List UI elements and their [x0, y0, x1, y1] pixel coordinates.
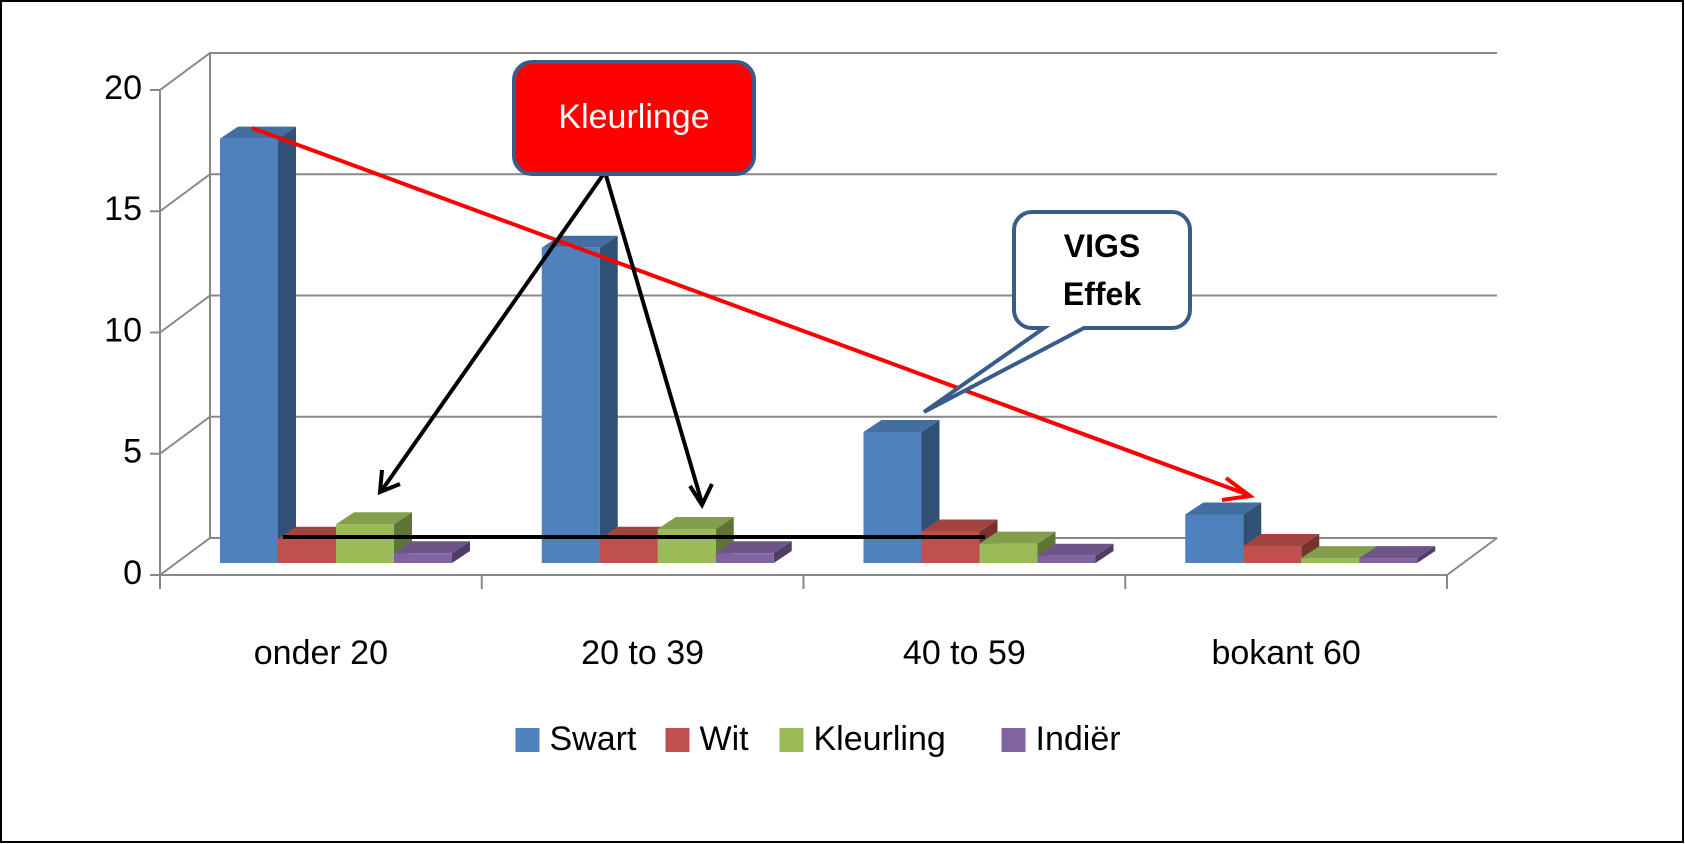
bubble-label: VIGS Effek	[1062, 228, 1142, 312]
bar-top	[1359, 546, 1436, 559]
bar-front	[1243, 546, 1302, 563]
bar-side	[599, 235, 618, 563]
callout-text: Kleurlinge	[558, 98, 709, 136]
bar-front	[979, 543, 1038, 563]
bar-front	[278, 538, 336, 563]
bar-side	[452, 541, 470, 563]
bar-front	[599, 538, 658, 563]
legend-swatch	[779, 728, 804, 752]
bar-front	[220, 138, 278, 563]
bar-top	[979, 531, 1056, 544]
pointer-arrow	[380, 170, 607, 492]
bar-side	[278, 126, 296, 563]
bars	[220, 126, 1436, 563]
grid-line	[159, 52, 1497, 91]
y-tick-label: 20	[104, 69, 142, 107]
arrow-head	[1221, 476, 1256, 502]
bubble-text: VIGS Effek	[1062, 228, 1142, 312]
x-tick-label: 20 to 39	[581, 634, 704, 672]
bar	[394, 541, 470, 563]
bar-side	[1417, 546, 1436, 563]
legend-swatch	[665, 728, 690, 752]
legend-label: Wit	[700, 720, 750, 758]
y-tick-label: 0	[123, 554, 142, 592]
bar-top	[921, 519, 998, 532]
y-tick-label: 5	[123, 433, 142, 471]
arrow-head	[688, 483, 714, 510]
x-tick-label: onder 20	[254, 634, 388, 672]
bar	[541, 235, 618, 563]
grid-line	[159, 415, 1497, 455]
bar-front	[863, 432, 922, 563]
bar-front	[1037, 555, 1096, 563]
legend-label: Kleurling	[814, 720, 946, 758]
legend-label: Swart	[550, 720, 637, 758]
pointer-arrow	[603, 171, 704, 504]
bar	[863, 420, 940, 563]
bar-front	[1185, 514, 1244, 563]
y-tick-label: 10	[104, 311, 142, 349]
callout-box	[512, 60, 756, 176]
bar-front	[1301, 558, 1360, 563]
speech-bubble	[922, 210, 1192, 414]
bar-top	[1185, 502, 1262, 515]
bar-front	[657, 529, 716, 563]
legend-swatch	[515, 728, 540, 752]
bar-top	[715, 541, 792, 554]
arrow-head	[377, 469, 401, 496]
bar-front	[715, 553, 774, 563]
bar-top	[541, 235, 618, 248]
bar	[1359, 546, 1436, 563]
bar-top	[657, 517, 734, 530]
bar	[715, 541, 792, 563]
annotations: Kleurlinge VIGS Effek	[251, 60, 1256, 539]
bar-top	[394, 541, 470, 554]
bar-top	[863, 420, 940, 433]
bar	[979, 531, 1056, 563]
y-tick-label: 15	[104, 190, 142, 228]
grid-line	[159, 173, 1497, 213]
bar	[220, 126, 296, 563]
legend-label: Indiër	[1036, 720, 1121, 758]
floor-right	[1446, 537, 1498, 576]
bar-top	[1037, 543, 1114, 556]
bar-top	[336, 512, 412, 525]
bar-front	[336, 524, 394, 563]
bar-front	[1359, 558, 1418, 563]
x-tick-label: 40 to 59	[903, 634, 1026, 672]
bar-top	[1301, 546, 1378, 559]
axes: 0 5 10 15 20 onder 20 20 to 39 40 to 59 bokant 6…	[104, 52, 1498, 672]
bar-side	[773, 541, 792, 563]
legend: Swart Wit Kleurling Indiër	[515, 720, 1121, 758]
x-tick-label: bokant 60	[1211, 634, 1360, 672]
bar-top	[1243, 534, 1320, 547]
bar	[1037, 543, 1114, 563]
bar-front	[394, 553, 452, 563]
legend-swatch	[1001, 728, 1026, 752]
bar	[1185, 502, 1262, 563]
bar-side	[1095, 543, 1114, 563]
bar-front	[541, 247, 600, 563]
trend-arrow	[251, 126, 1247, 496]
grid-line	[159, 537, 1497, 576]
